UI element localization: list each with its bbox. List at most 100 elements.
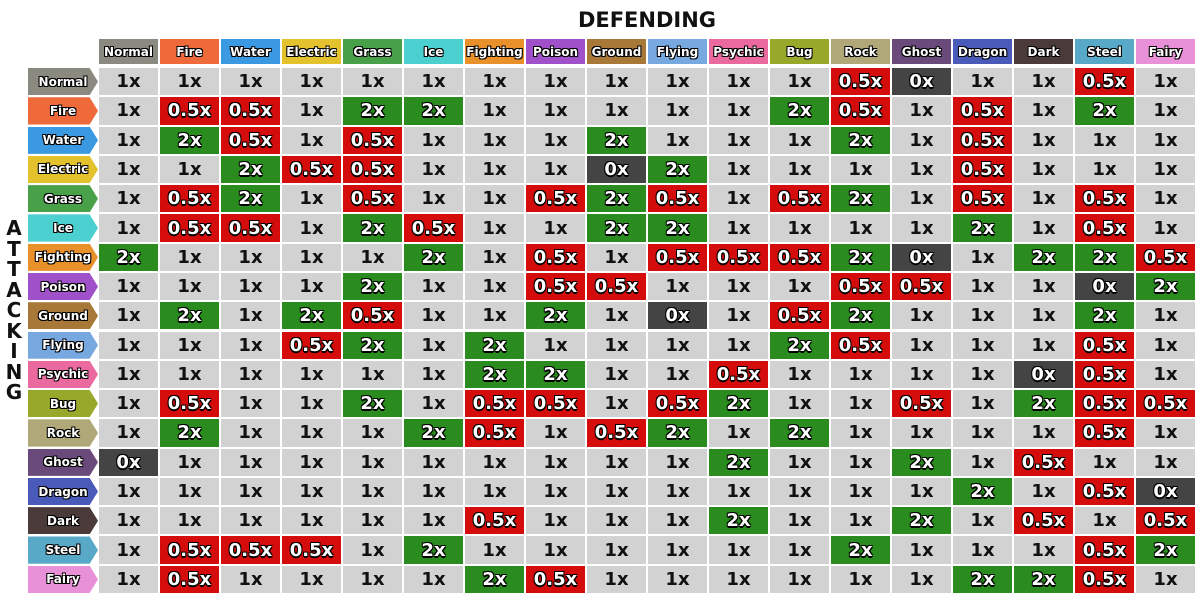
effectiveness-cell: 0.5x	[525, 389, 586, 419]
effectiveness-cell: 1x	[1013, 67, 1074, 97]
effectiveness-cell: 1x	[586, 96, 647, 126]
effectiveness-cell: 2x	[830, 535, 891, 565]
effectiveness-cell: 0.5x	[952, 184, 1013, 214]
column-header: Ground	[586, 38, 647, 65]
effectiveness-cell: 1x	[525, 506, 586, 536]
effectiveness-cell: 1x	[220, 418, 281, 448]
effectiveness-cell: 1x	[220, 271, 281, 302]
effectiveness-cell: 1x	[830, 418, 891, 448]
effectiveness-cell: 0x	[98, 447, 159, 477]
effectiveness-cell: 1x	[98, 389, 159, 419]
effectiveness-cell: 1x	[1135, 96, 1196, 126]
effectiveness-cell: 1x	[525, 447, 586, 477]
effectiveness-cell: 1x	[952, 447, 1013, 477]
effectiveness-cell: 1x	[98, 96, 159, 126]
effectiveness-cell: 0.5x	[1135, 506, 1196, 536]
effectiveness-cell: 2x	[220, 184, 281, 214]
row-header: Rock	[28, 419, 98, 447]
row-header: Dark	[28, 507, 98, 535]
column-header: Ghost	[891, 38, 952, 65]
effectiveness-cell: 1x	[891, 535, 952, 565]
effectiveness-cell: 1x	[1013, 535, 1074, 565]
effectiveness-cell: 1x	[1013, 271, 1074, 302]
effectiveness-cell: 1x	[1135, 213, 1196, 243]
effectiveness-cell: 1x	[769, 564, 830, 594]
effectiveness-cell: 0.5x	[281, 154, 342, 185]
effectiveness-cell: 2x	[464, 330, 525, 360]
effectiveness-cell: 1x	[952, 506, 1013, 536]
effectiveness-cell: 1x	[403, 564, 464, 594]
effectiveness-cell: 1x	[1013, 301, 1074, 331]
effectiveness-cell: 1x	[1013, 418, 1074, 448]
effectiveness-cell: 1x	[159, 271, 220, 302]
effectiveness-cell: 0.5x	[1074, 330, 1135, 360]
effectiveness-cell: 0.5x	[1074, 389, 1135, 419]
effectiveness-cell: 1x	[769, 213, 830, 243]
effectiveness-cell: 0.5x	[159, 213, 220, 243]
row-header: Ice	[28, 214, 98, 242]
effectiveness-cell: 2x	[1074, 242, 1135, 272]
effectiveness-cell: 1x	[464, 535, 525, 565]
effectiveness-cell: 2x	[769, 330, 830, 360]
effectiveness-cell: 1x	[281, 506, 342, 536]
effectiveness-cell: 1x	[708, 96, 769, 126]
effectiveness-cell: 1x	[403, 301, 464, 331]
effectiveness-cell: 1x	[525, 96, 586, 126]
effectiveness-cell: 2x	[830, 184, 891, 214]
effectiveness-cell: 1x	[830, 359, 891, 390]
row-header: Steel	[28, 536, 98, 564]
row-header: Water	[28, 126, 98, 154]
effectiveness-cell: 0.5x	[952, 96, 1013, 126]
effectiveness-cell: 0x	[1074, 271, 1135, 302]
effectiveness-cell: 1x	[403, 330, 464, 360]
effectiveness-cell: 1x	[708, 535, 769, 565]
title: DEFENDING	[577, 8, 717, 32]
effectiveness-cell: 1x	[1135, 330, 1196, 360]
effectiveness-cell: 1x	[891, 359, 952, 390]
column-header: Psychic	[708, 38, 769, 65]
effectiveness-cell: 2x	[159, 418, 220, 448]
effectiveness-cell: 2x	[708, 506, 769, 536]
effectiveness-cell: 0.5x	[342, 184, 403, 214]
effectiveness-cell: 1x	[525, 535, 586, 565]
effectiveness-cell: 1x	[769, 535, 830, 565]
effectiveness-cell: 1x	[98, 418, 159, 448]
effectiveness-cell: 1x	[403, 125, 464, 155]
effectiveness-cell: 1x	[586, 330, 647, 360]
effectiveness-cell: 2x	[1074, 301, 1135, 331]
effectiveness-cell: 1x	[98, 184, 159, 214]
effectiveness-cell: 1x	[159, 447, 220, 477]
effectiveness-cell: 1x	[586, 564, 647, 594]
effectiveness-cell: 2x	[769, 96, 830, 126]
effectiveness-cell: 1x	[464, 184, 525, 214]
effectiveness-cell: 0.5x	[952, 154, 1013, 185]
effectiveness-cell: 1x	[403, 476, 464, 507]
effectiveness-cell: 1x	[952, 301, 1013, 331]
effectiveness-cell: 1x	[1135, 359, 1196, 390]
effectiveness-cell: 0.5x	[464, 418, 525, 448]
effectiveness-cell: 1x	[342, 535, 403, 565]
row-header: Grass	[28, 185, 98, 213]
effectiveness-cell: 1x	[464, 96, 525, 126]
effectiveness-cell: 1x	[281, 96, 342, 126]
effectiveness-cell: 0.5x	[220, 96, 281, 126]
effectiveness-cell: 2x	[403, 242, 464, 272]
effectiveness-cell: 1x	[159, 67, 220, 97]
effectiveness-cell: 1x	[98, 154, 159, 185]
effectiveness-cell: 1x	[98, 535, 159, 565]
effectiveness-cell: 1x	[708, 154, 769, 185]
effectiveness-cell: 0.5x	[952, 125, 1013, 155]
effectiveness-cell: 1x	[769, 476, 830, 507]
effectiveness-cell: 1x	[159, 476, 220, 507]
effectiveness-cell: 1x	[1074, 506, 1135, 536]
effectiveness-cell: 1x	[220, 506, 281, 536]
effectiveness-cell: 1x	[98, 271, 159, 302]
effectiveness-cell: 2x	[952, 213, 1013, 243]
effectiveness-cell: 0.5x	[1074, 213, 1135, 243]
effectiveness-cell: 1x	[647, 125, 708, 155]
column-header: Dragon	[952, 38, 1013, 65]
effectiveness-cell: 2x	[342, 330, 403, 360]
effectiveness-cell: 1x	[891, 418, 952, 448]
effectiveness-cell: 0.5x	[1074, 535, 1135, 565]
effectiveness-cell: 0.5x	[281, 535, 342, 565]
